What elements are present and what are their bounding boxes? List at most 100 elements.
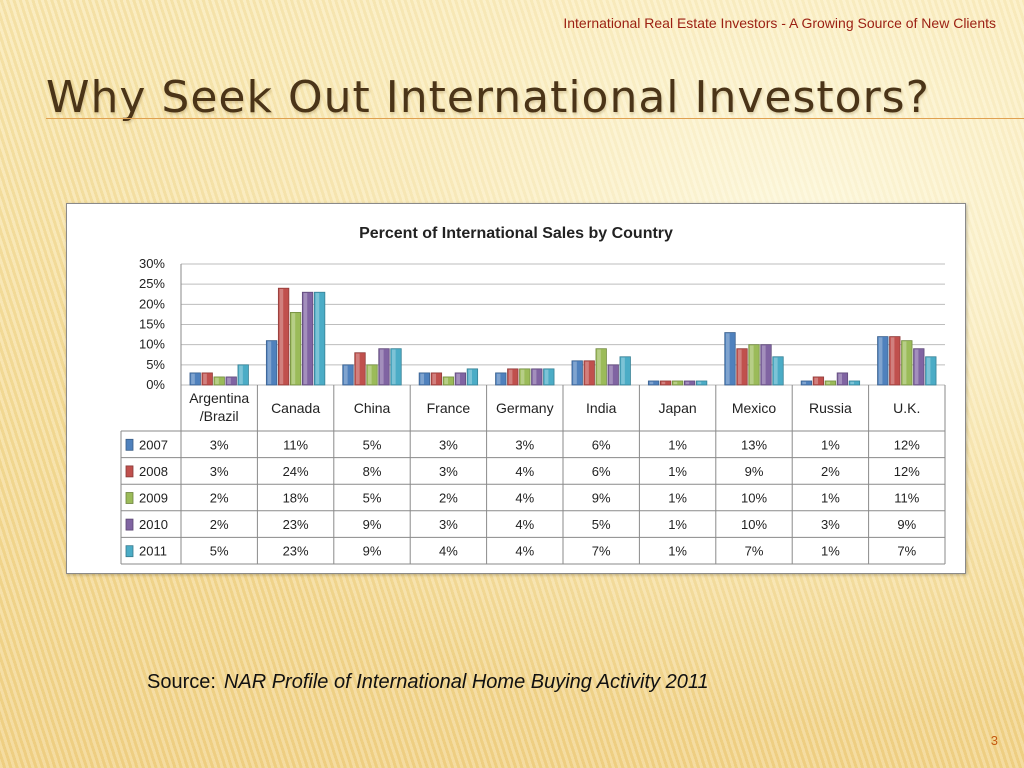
bar-highlight: [673, 381, 678, 385]
bar-highlight: [191, 373, 195, 385]
data-label: 7%: [745, 544, 764, 559]
bar-highlight: [826, 381, 831, 385]
bar: [313, 291, 326, 386]
bar-highlight: [890, 337, 895, 385]
bar-highlight: [725, 333, 730, 385]
legend-label: 2008: [139, 464, 168, 479]
bar-highlight: [279, 289, 284, 385]
bar: [342, 364, 354, 386]
bar-highlight: [203, 373, 207, 385]
data-label: 2%: [210, 491, 229, 506]
bar-highlight: [773, 357, 778, 385]
bar-highlight: [267, 341, 272, 385]
bar: [659, 380, 672, 386]
bar: [607, 364, 619, 386]
bar: [225, 376, 237, 386]
bar: [877, 336, 889, 386]
bar: [583, 360, 595, 386]
bar: [189, 372, 201, 386]
bar-highlight: [621, 357, 625, 385]
data-label: 23%: [283, 544, 309, 559]
bar-highlight: [239, 365, 243, 385]
data-label: 9%: [363, 544, 382, 559]
chart-title: Percent of International Sales by Countr…: [359, 225, 673, 242]
bar: [901, 340, 913, 386]
data-label: 4%: [515, 544, 534, 559]
bar: [772, 356, 784, 386]
data-label: 6%: [592, 464, 611, 479]
x-category-label: Mexico: [732, 400, 777, 416]
bar: [466, 368, 479, 386]
data-label: 9%: [363, 517, 382, 532]
bar: [913, 348, 925, 386]
data-label: 5%: [592, 517, 611, 532]
bar-highlight: [367, 365, 372, 385]
bar: [213, 376, 225, 386]
bar-highlight: [926, 357, 931, 385]
x-category-label: France: [427, 400, 471, 416]
y-tick-label: 25%: [139, 276, 165, 291]
data-label: 3%: [515, 437, 534, 452]
data-label: 7%: [592, 544, 611, 559]
x-category-label: /Brazil: [200, 408, 239, 424]
data-label: 5%: [210, 544, 229, 559]
x-category-label: Russia: [809, 400, 852, 416]
bar: [442, 376, 455, 386]
legend-swatch: [125, 545, 134, 558]
source-label: Source:: [147, 671, 216, 693]
y-tick-label: 10%: [139, 337, 165, 352]
bar-highlight: [315, 293, 320, 385]
page-number: 3: [990, 733, 998, 748]
bar: [543, 368, 555, 386]
bar: [354, 352, 366, 386]
bar-highlight: [468, 369, 473, 385]
y-tick-label: 30%: [139, 256, 165, 271]
bar: [507, 368, 519, 386]
bar-highlight: [544, 369, 549, 385]
bar-highlight: [508, 369, 513, 385]
source-title: NAR Profile of International Home Buying…: [223, 671, 709, 693]
data-label: 4%: [439, 544, 458, 559]
data-label: 3%: [439, 517, 458, 532]
bar-highlight: [737, 349, 742, 385]
bar: [647, 380, 660, 386]
bar-highlight: [520, 369, 525, 385]
data-label: 7%: [897, 544, 916, 559]
bar-highlight: [456, 373, 461, 385]
bar-highlight: [802, 381, 807, 385]
data-label: 8%: [363, 464, 382, 479]
bar-highlight: [573, 361, 577, 385]
data-label: 3%: [439, 437, 458, 452]
legend-swatch: [125, 465, 134, 478]
bar: [683, 380, 696, 386]
bar-highlight: [685, 381, 690, 385]
data-label: 1%: [668, 517, 687, 532]
legend-label: 2011: [139, 544, 167, 559]
bar-highlight: [585, 361, 589, 385]
bar-highlight: [838, 373, 843, 385]
x-category-label: Japan: [659, 400, 697, 416]
data-label: 10%: [741, 517, 767, 532]
data-label: 9%: [592, 491, 611, 506]
data-label: 24%: [283, 464, 309, 479]
data-label: 1%: [821, 544, 840, 559]
data-label: 23%: [283, 517, 309, 532]
bar-highlight: [914, 349, 919, 385]
x-category-label: China: [354, 400, 391, 416]
data-label: 1%: [821, 437, 840, 452]
data-label: 5%: [363, 437, 382, 452]
page-title: Why Seek Out International Investors?: [46, 72, 930, 123]
bar: [889, 336, 901, 386]
bar: [430, 372, 443, 386]
bar-highlight: [343, 365, 348, 385]
bar: [824, 380, 837, 386]
legend-label: 2007: [139, 437, 168, 452]
data-label: 11%: [894, 491, 919, 506]
x-category-label: Canada: [271, 400, 320, 416]
data-label: 3%: [439, 464, 458, 479]
data-label: 4%: [515, 464, 534, 479]
bar-highlight: [379, 349, 384, 385]
data-label: 10%: [741, 491, 767, 506]
bar-highlight: [878, 337, 883, 385]
y-tick-label: 15%: [139, 317, 165, 332]
